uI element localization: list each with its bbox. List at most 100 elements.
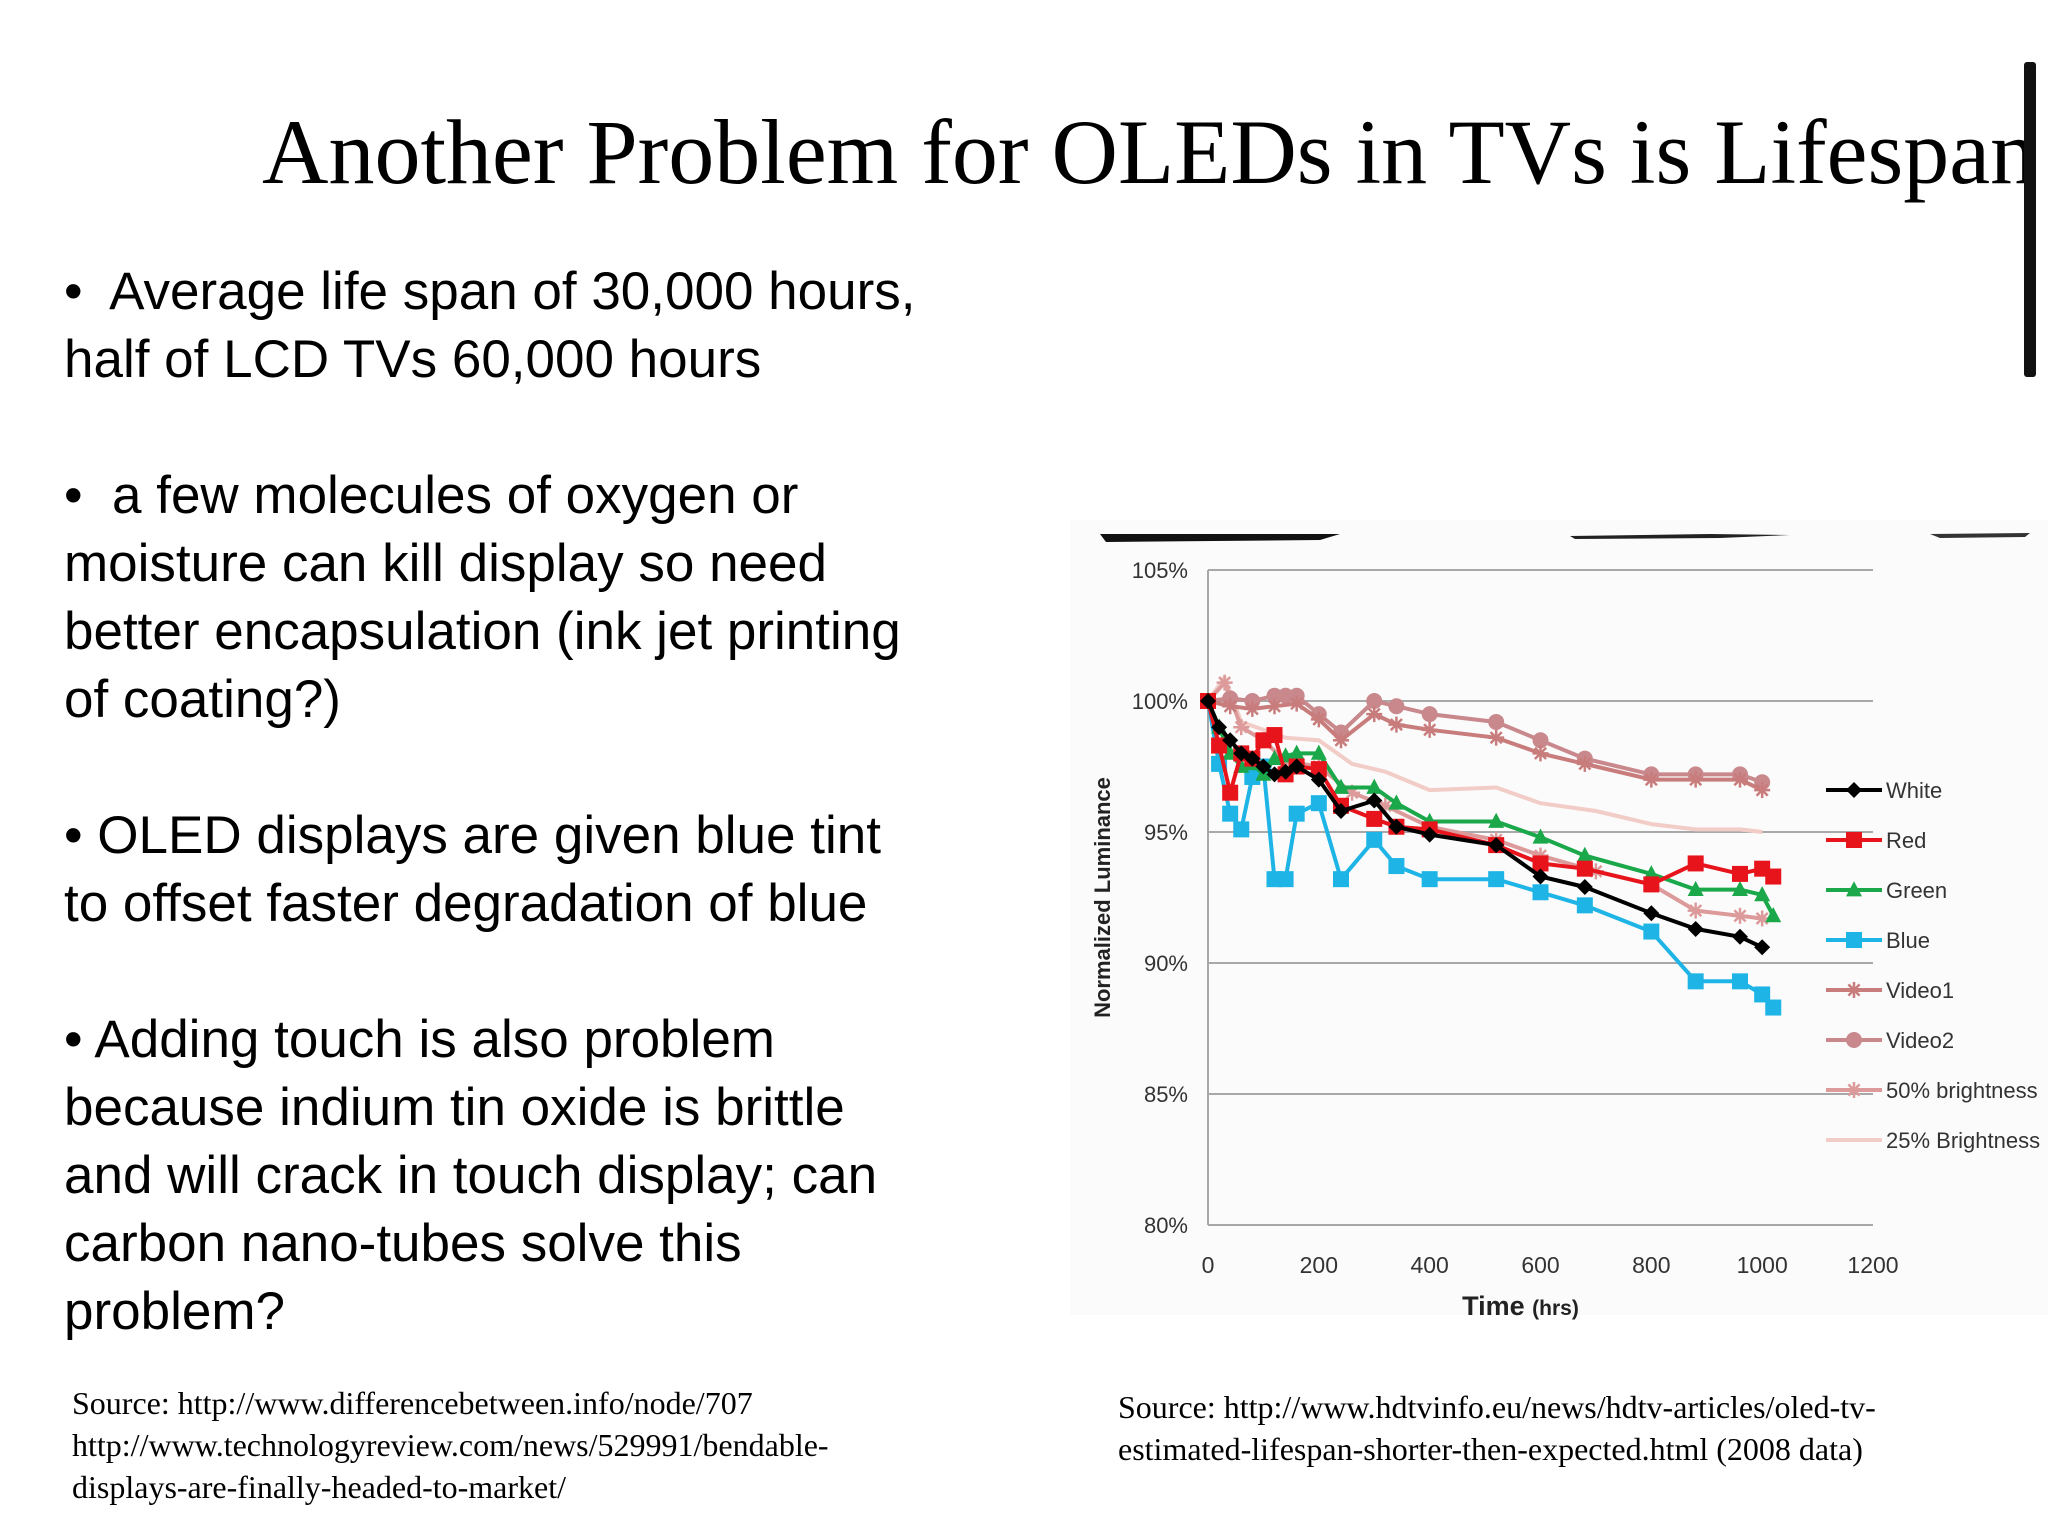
- data-point-green: [1310, 744, 1327, 760]
- data-point-white: [1366, 792, 1383, 809]
- data-point-blue: [1288, 805, 1305, 822]
- data-point-50-brightness: [1216, 674, 1233, 691]
- chart-series: [1200, 674, 1782, 1016]
- bullet-line: problem?: [64, 1282, 285, 1341]
- data-point-white: [1732, 928, 1748, 945]
- x-tick-label: 400: [1410, 1252, 1448, 1278]
- bullet-line: half of LCD TVs 60,000 hours: [64, 330, 762, 389]
- data-point-green: [1732, 880, 1748, 897]
- bullet-line: OLED displays are given blue tint: [97, 806, 881, 865]
- data-point-white: [1532, 868, 1549, 885]
- data-point-green: [1488, 812, 1505, 828]
- data-point-50-brightness: [1732, 907, 1748, 924]
- series-line-blue: [1206, 700, 1775, 1009]
- data-point-white: [1288, 758, 1305, 775]
- data-point-blue: [1532, 884, 1549, 901]
- data-point-red: [1211, 737, 1228, 754]
- legend-marker: [1846, 782, 1862, 798]
- scan-artifact: [1570, 534, 1790, 539]
- data-point-white: [1222, 732, 1239, 749]
- data-point-video2: [1366, 693, 1383, 709]
- legend-label: Video1: [1886, 978, 1954, 1003]
- bullet-marker: •: [64, 1010, 83, 1069]
- y-tick-label: 90%: [1144, 951, 1188, 976]
- bullet-line: better encapsulation (ink jet printing: [64, 602, 901, 661]
- data-point-red: [1765, 868, 1782, 885]
- chart-axes: 80% 85% 90% 95% 100% 105% 0 200 400 600 800 1000 120…: [1090, 558, 1899, 1320]
- data-point-blue: [1277, 871, 1294, 888]
- data-point-video2: [1532, 732, 1549, 749]
- data-point-video1: [1421, 721, 1438, 738]
- chart-background: [1070, 520, 2048, 1315]
- bullet-item-lifespan: • Average life span of 30,000 hours, hal…: [64, 258, 1004, 394]
- data-point-green: [1288, 744, 1305, 760]
- scrollbar-thumb[interactable]: [2024, 62, 2036, 377]
- data-point-blue: [1643, 923, 1660, 940]
- y-tick-label: 80%: [1144, 1213, 1188, 1238]
- x-tick-label: 0: [1202, 1252, 1215, 1278]
- slide-title: Another Problem for OLEDs in TVs is Life…: [262, 101, 2037, 203]
- source-citation-left: Source: http://www.differencebetween.inf…: [72, 1382, 972, 1508]
- data-point-video1: [1687, 771, 1704, 788]
- data-point-video2: [1277, 687, 1294, 704]
- data-point-green: [1333, 778, 1349, 794]
- bullet-item-encapsulation: • a few molecules of oxygen or moisture …: [64, 462, 1004, 734]
- data-point-50-brightness: [1687, 902, 1704, 919]
- source-line: http://www.technologyreview.com/news/529…: [72, 1427, 829, 1463]
- series-video1: [1200, 693, 1771, 799]
- bullet-list: • Average life span of 30,000 hours, hal…: [64, 258, 1004, 1414]
- data-point-white: [1643, 905, 1660, 922]
- scan-artifact: [1930, 533, 2030, 538]
- data-point-video1: [1288, 695, 1305, 712]
- series-25-brightness: [1206, 675, 1763, 834]
- series-white: [1200, 693, 1771, 956]
- data-point-blue: [1576, 897, 1593, 914]
- bullet-line: Average life span of 30,000 hours,: [109, 262, 916, 321]
- y-tick-label: 85%: [1144, 1082, 1188, 1107]
- data-point-white: [1266, 766, 1283, 783]
- x-tick-label: 800: [1632, 1252, 1670, 1278]
- data-point-video1: [1222, 698, 1239, 715]
- data-point-white: [1255, 758, 1272, 775]
- bullet-line: carbon nano-tubes solve this: [64, 1214, 742, 1273]
- legend-item-white: White: [1826, 778, 1942, 803]
- data-point-blue: [1310, 795, 1327, 812]
- data-point-white: [1200, 693, 1216, 709]
- data-point-red: [1687, 855, 1704, 872]
- x-tick-label: 200: [1300, 1252, 1338, 1278]
- bullet-marker: •: [64, 466, 83, 525]
- data-point-red: [1643, 876, 1660, 893]
- data-point-green: [1366, 778, 1383, 794]
- data-point-blue: [1421, 871, 1438, 888]
- luminance-chart: 80% 85% 90% 95% 100% 105% 0 200 400 600 800 1000 120…: [1070, 520, 2048, 1320]
- data-point-blue: [1333, 871, 1349, 888]
- data-point-white: [1333, 803, 1349, 820]
- data-point-video1: [1244, 700, 1261, 717]
- data-point-video1: [1488, 729, 1505, 746]
- legend-label: 25% Brightness: [1886, 1128, 2040, 1153]
- data-point-blue: [1233, 821, 1250, 838]
- legend-label: White: [1886, 778, 1942, 803]
- data-point-video1: [1266, 698, 1283, 715]
- source-line: displays-are-finally-headed-to-market/: [72, 1469, 566, 1505]
- data-point-red: [1532, 855, 1549, 872]
- data-point-white: [1687, 920, 1704, 937]
- source-citation-right: Source: http://www.hdtvinfo.eu/news/hdtv…: [1118, 1386, 1998, 1470]
- data-point-white: [1388, 818, 1405, 835]
- legend-marker: [1846, 932, 1862, 948]
- data-point-green: [1765, 907, 1782, 923]
- data-point-video1: [1643, 771, 1660, 788]
- x-tick-label: 600: [1521, 1252, 1559, 1278]
- legend-item-50-brightness: 50% brightness: [1826, 1078, 2038, 1103]
- data-point-video1: [1576, 755, 1593, 772]
- scan-artifact: [1100, 534, 1340, 542]
- data-point-blue: [1366, 831, 1383, 848]
- legend-label: Video2: [1886, 1028, 1954, 1053]
- data-point-video1: [1732, 771, 1748, 788]
- source-line: estimated-lifespan-shorter-then-expected…: [1118, 1431, 1863, 1467]
- data-point-blue: [1687, 973, 1704, 990]
- bullet-line: and will crack in touch display; can: [64, 1146, 878, 1205]
- data-point-video2: [1266, 687, 1283, 704]
- data-point-blue: [1765, 999, 1782, 1016]
- data-point-blue: [1732, 973, 1748, 990]
